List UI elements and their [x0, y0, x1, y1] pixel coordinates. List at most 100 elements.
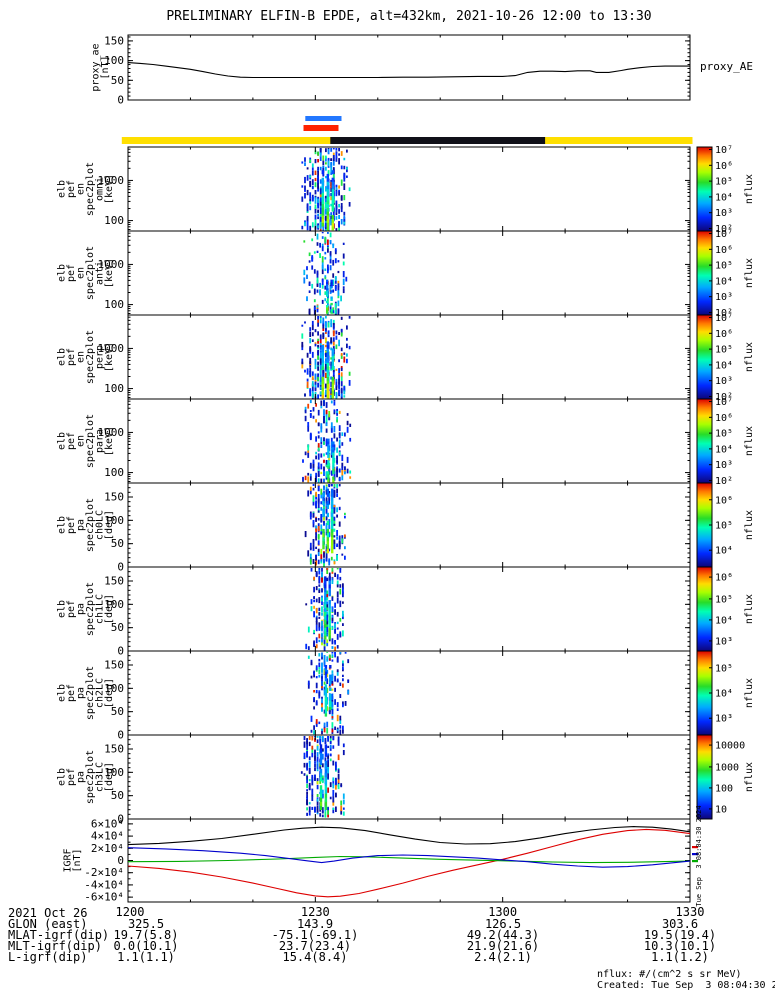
- spec-mark: [327, 160, 330, 167]
- spec-mark: [342, 793, 345, 799]
- spec-mark: [338, 540, 341, 547]
- spec-mark: [309, 542, 312, 550]
- spec-mark: [328, 558, 331, 563]
- ylabel-line: pef: [66, 768, 77, 786]
- spec-mark: [332, 760, 335, 766]
- spec-mark: [341, 538, 344, 544]
- spec-mark: [343, 165, 346, 170]
- panel-en_anti: 1001000elbpefenspec2plotanti[keV]10⁷10⁶1…: [56, 229, 755, 319]
- spec-mark: [326, 577, 329, 582]
- spec-mark: [317, 331, 319, 336]
- en_perp-frame: [127, 314, 691, 400]
- y-tick-label: 1000: [98, 174, 125, 187]
- spec-mark: [341, 466, 344, 470]
- spec-mark: [336, 729, 339, 734]
- spec-mark: [320, 493, 323, 499]
- spec-mark: [336, 455, 338, 462]
- spec-column-seg: [327, 452, 330, 456]
- spec-mark: [329, 796, 332, 800]
- spec-mark: [333, 520, 336, 526]
- en_anti-colorbar-title: nflux: [744, 258, 755, 288]
- spec-column-seg: [324, 752, 328, 757]
- spec-mark: [312, 467, 315, 472]
- spec-column-seg: [326, 348, 329, 353]
- spec-column-seg: [331, 192, 334, 197]
- spec-column-seg: [326, 373, 329, 378]
- spec-mark: [335, 185, 338, 190]
- spec-column-seg: [321, 196, 324, 201]
- cb-tick-label: 10⁶: [715, 245, 733, 256]
- spec-mark: [313, 269, 316, 274]
- spec-mark: [317, 494, 320, 501]
- spec-mark: [338, 214, 340, 219]
- spec-mark: [308, 741, 311, 747]
- spec-mark: [311, 351, 314, 358]
- cb-tick-label: 10⁷: [715, 313, 733, 324]
- cb-tick-label: 10²: [715, 392, 733, 403]
- spec-column-seg: [321, 352, 324, 356]
- cb-tick-label: 10²: [715, 476, 733, 487]
- spec-column-seg: [324, 600, 327, 605]
- spec-mark: [330, 361, 333, 366]
- spec-mark: [336, 514, 338, 518]
- spec-column-seg: [324, 777, 328, 782]
- spec-mark: [305, 603, 308, 606]
- footer-value: 19.5(19.4): [644, 928, 716, 942]
- spec-mark: [324, 298, 327, 302]
- spec-mark: [342, 743, 345, 748]
- spec-mark: [311, 185, 314, 190]
- spec-column-seg: [326, 292, 329, 295]
- spec-mark: [317, 499, 320, 503]
- spec-mark: [316, 242, 319, 246]
- spec-mark: [312, 521, 315, 528]
- spec-mark: [318, 721, 321, 725]
- spec-mark: [349, 437, 352, 442]
- spec-mark: [343, 157, 346, 161]
- spec-column-seg: [324, 764, 328, 770]
- spec-mark: [314, 182, 317, 188]
- spec-mark: [349, 470, 352, 474]
- spec-mark: [320, 437, 323, 442]
- ylabel-line: [keV]: [104, 258, 115, 288]
- spec-mark: [327, 170, 330, 176]
- spec-mark: [325, 221, 327, 224]
- spec-mark: [349, 423, 352, 427]
- x-tick-label: 1200: [116, 905, 145, 919]
- spec-mark: [311, 393, 314, 398]
- spec-mark: [316, 277, 319, 281]
- spec-mark: [335, 385, 338, 388]
- spec-mark: [343, 178, 346, 182]
- spec-mark: [330, 395, 333, 398]
- spec-mark: [334, 285, 337, 291]
- spec-mark: [314, 329, 317, 333]
- spec-mark: [306, 740, 308, 745]
- spec-mark: [336, 536, 338, 540]
- spec-mark: [315, 528, 317, 535]
- spec-mark: [325, 383, 327, 388]
- ylabel-line: elb: [56, 264, 67, 282]
- spec-mark: [349, 476, 352, 479]
- en_omni-colorbar: [697, 147, 712, 231]
- spec-mark: [328, 493, 331, 498]
- spec-mark: [334, 250, 337, 255]
- footer-value: 303.6: [662, 917, 698, 931]
- spec-mark: [311, 748, 314, 753]
- spec-mark: [315, 554, 317, 559]
- spec-mark: [334, 640, 336, 645]
- spec-mark: [338, 545, 341, 550]
- spec-mark: [334, 652, 336, 658]
- spec-mark: [335, 783, 337, 790]
- spec-mark: [330, 364, 333, 370]
- spec-mark: [312, 539, 315, 545]
- spec-mark: [318, 616, 321, 619]
- spec-column-seg: [321, 192, 324, 197]
- spec-mark: [335, 378, 338, 383]
- ylabel-line: omni: [94, 177, 105, 201]
- spec-mark: [309, 390, 312, 397]
- spec-mark: [304, 393, 306, 397]
- spec-mark: [332, 325, 335, 329]
- spec-mark: [340, 809, 343, 815]
- spec-column-seg: [329, 706, 332, 711]
- spec-mark: [304, 451, 307, 456]
- spec-mark: [309, 547, 312, 551]
